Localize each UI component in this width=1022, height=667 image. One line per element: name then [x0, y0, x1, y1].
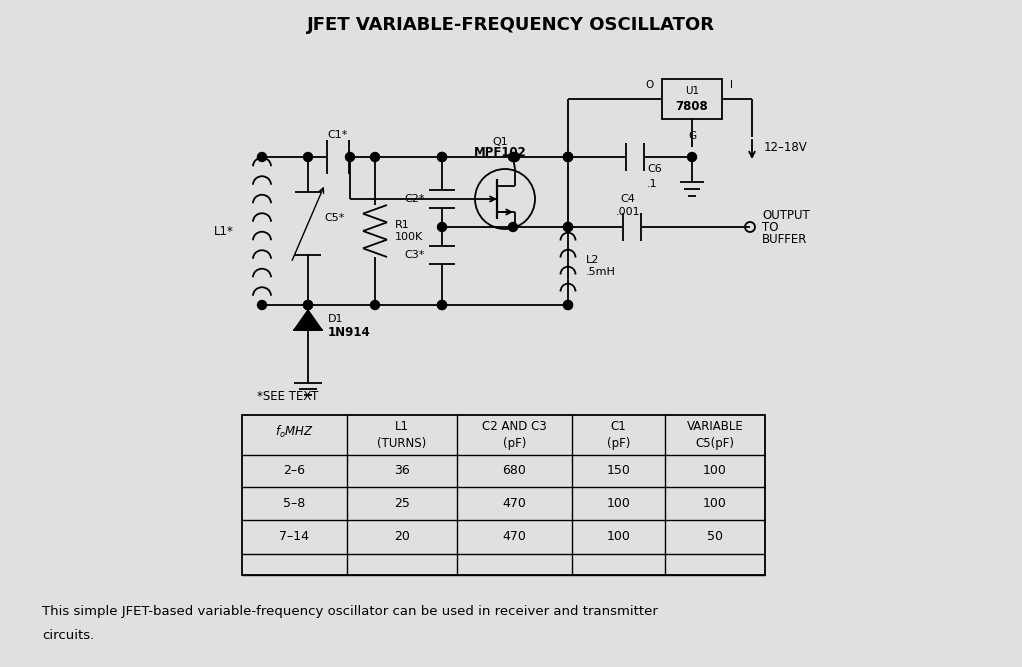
Text: This simple JFET-based variable-frequency oscillator can be used in receiver and: This simple JFET-based variable-frequenc…: [42, 605, 658, 618]
Circle shape: [437, 153, 447, 161]
Circle shape: [437, 301, 447, 309]
Text: 470: 470: [503, 530, 526, 544]
Circle shape: [563, 223, 572, 231]
Circle shape: [563, 153, 572, 161]
Text: C1*: C1*: [328, 130, 349, 140]
Text: 2–6: 2–6: [283, 464, 306, 478]
Text: O: O: [646, 80, 654, 90]
Circle shape: [304, 301, 313, 309]
Text: TO: TO: [762, 221, 779, 233]
Text: 470: 470: [503, 497, 526, 510]
Text: MPF102: MPF102: [473, 146, 526, 159]
Text: 20: 20: [394, 530, 410, 544]
Circle shape: [371, 153, 379, 161]
Text: 100: 100: [703, 464, 727, 478]
Text: C3*: C3*: [405, 250, 425, 260]
Text: OUTPUT: OUTPUT: [762, 209, 809, 221]
Text: 25: 25: [394, 497, 410, 510]
Circle shape: [437, 153, 447, 161]
Circle shape: [563, 301, 572, 309]
Text: L1*: L1*: [215, 225, 234, 237]
Circle shape: [563, 301, 572, 309]
Text: 680: 680: [503, 464, 526, 478]
Text: Q1: Q1: [493, 137, 508, 147]
Text: 50: 50: [707, 530, 723, 544]
Text: 150: 150: [607, 464, 631, 478]
Text: 100: 100: [607, 530, 631, 544]
Text: *SEE TEXT: *SEE TEXT: [257, 390, 319, 403]
Text: 12–18V: 12–18V: [764, 141, 807, 153]
Text: 7–14: 7–14: [279, 530, 310, 544]
Text: 7808: 7808: [676, 101, 708, 113]
Text: $f_o$MHZ: $f_o$MHZ: [275, 424, 314, 440]
Text: VARIABLE
C5(pF): VARIABLE C5(pF): [687, 420, 743, 450]
Circle shape: [563, 153, 572, 161]
Text: 1N914: 1N914: [328, 327, 371, 340]
Text: 36: 36: [394, 464, 410, 478]
Bar: [242, 415, 765, 575]
Circle shape: [304, 153, 313, 161]
Circle shape: [509, 153, 517, 161]
Text: C1
(pF): C1 (pF): [607, 420, 631, 450]
Circle shape: [345, 153, 355, 161]
Text: .1: .1: [647, 179, 657, 189]
Text: D1: D1: [328, 314, 343, 324]
Text: 100: 100: [703, 497, 727, 510]
Text: I: I: [730, 80, 733, 90]
Text: L2
.5mH: L2 .5mH: [586, 255, 616, 277]
Text: BUFFER: BUFFER: [762, 233, 807, 245]
Circle shape: [258, 153, 267, 161]
Text: C2 AND C3
(pF): C2 AND C3 (pF): [482, 420, 547, 450]
Polygon shape: [294, 310, 322, 330]
Text: JFET VARIABLE-FREQUENCY OSCILLATOR: JFET VARIABLE-FREQUENCY OSCILLATOR: [307, 16, 715, 34]
Bar: [662, 79, 722, 119]
Text: C4: C4: [620, 194, 636, 204]
Circle shape: [437, 301, 447, 309]
Circle shape: [437, 223, 447, 231]
Circle shape: [258, 301, 267, 309]
Circle shape: [371, 301, 379, 309]
Circle shape: [304, 301, 313, 309]
Circle shape: [688, 153, 697, 161]
Text: circuits.: circuits.: [42, 629, 94, 642]
Text: C6: C6: [647, 164, 662, 174]
Text: C2*: C2*: [405, 194, 425, 204]
Text: R1
100K: R1 100K: [394, 220, 423, 242]
Text: L1
(TURNS): L1 (TURNS): [377, 420, 426, 450]
Text: U1: U1: [685, 86, 699, 96]
Circle shape: [563, 223, 572, 231]
Circle shape: [511, 153, 519, 161]
Circle shape: [563, 153, 572, 161]
Circle shape: [509, 223, 517, 231]
Text: 5–8: 5–8: [283, 497, 306, 510]
Text: C5*: C5*: [324, 213, 344, 223]
Text: .001: .001: [615, 207, 641, 217]
Text: G: G: [688, 131, 696, 141]
Text: 100: 100: [607, 497, 631, 510]
